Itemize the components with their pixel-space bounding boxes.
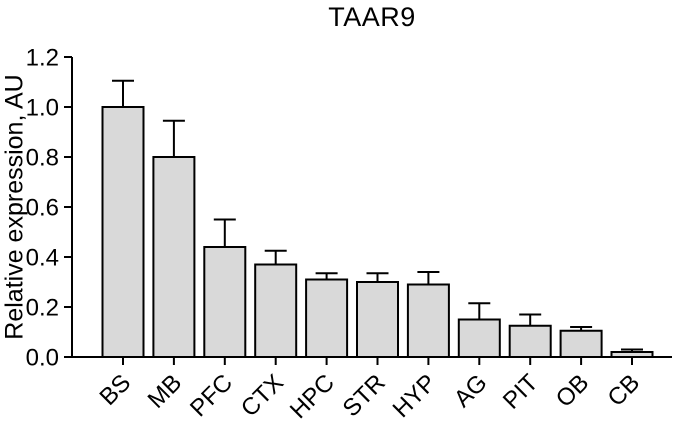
bar-mb (152, 156, 196, 358)
y-tick-label: 1.2 (26, 44, 59, 71)
x-tick-label: STR (338, 369, 391, 422)
bar-cb (610, 351, 654, 358)
x-tick-label: CB (603, 369, 646, 412)
bar-ctx (254, 263, 298, 358)
y-tick-label: 0.4 (26, 244, 59, 271)
bar-ob (559, 329, 603, 358)
x-tick-label: BS (95, 369, 137, 411)
bar-pfc (203, 246, 247, 358)
x-tick-label: PFC (185, 369, 238, 422)
y-tick-label: 0.8 (26, 144, 59, 171)
y-axis-title: Relative expression, AU (0, 74, 29, 340)
x-tick-label: HPC (285, 369, 340, 424)
bar-bs (101, 106, 145, 358)
y-tick-label: 0.0 (26, 344, 59, 371)
x-tick-label: AG (449, 369, 493, 413)
y-tick-label: 1.0 (26, 94, 59, 121)
bar-ag (457, 318, 501, 358)
chart-title: TAAR9 (328, 2, 416, 32)
y-tick-label: 0.6 (26, 194, 59, 221)
bar-hyp (406, 283, 450, 358)
x-tick-label: MB (143, 369, 188, 414)
bar-str (356, 281, 399, 358)
x-tick-label: HYP (388, 369, 442, 423)
x-tick-label: PIT (498, 369, 544, 415)
bar-pit (508, 324, 552, 358)
bar-hpc (305, 278, 349, 358)
x-tick-label: OB (551, 369, 595, 413)
x-tick-label: CTX (236, 369, 289, 422)
y-tick-label: 0.2 (26, 294, 59, 321)
